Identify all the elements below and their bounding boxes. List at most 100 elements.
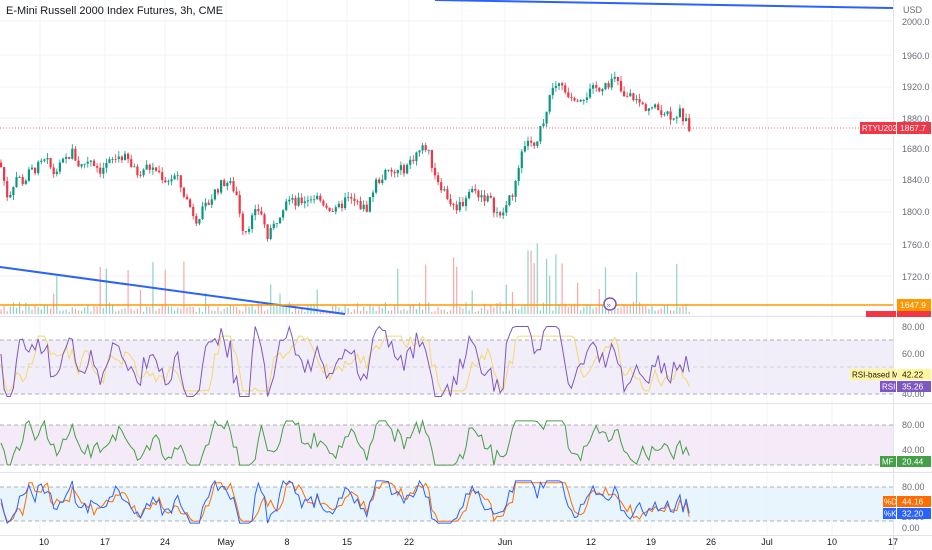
volume-bar xyxy=(363,306,365,314)
volume-bar xyxy=(614,307,616,314)
volume-bar xyxy=(201,311,204,314)
candle-body xyxy=(204,202,207,207)
candle-body xyxy=(561,83,564,86)
rsi-pane[interactable] xyxy=(0,325,893,397)
volume-bar xyxy=(332,305,334,314)
volume-bar xyxy=(496,303,498,314)
volume-bar xyxy=(205,293,207,314)
volume-bar xyxy=(229,304,231,314)
candle-body xyxy=(390,169,393,172)
volume-bar xyxy=(468,310,470,314)
candle-body xyxy=(464,198,468,206)
candle-body xyxy=(331,211,334,212)
candle-body xyxy=(554,85,557,88)
last-price-label: 1867.7 xyxy=(900,123,926,133)
volume-bar xyxy=(341,310,343,314)
candle-body xyxy=(105,162,108,168)
stoch-k-value: 32.20 xyxy=(902,509,924,519)
candle-body xyxy=(402,165,406,174)
candle-body xyxy=(437,175,440,183)
volume-bar xyxy=(490,304,492,314)
price-tick: 1920.0 xyxy=(902,82,930,92)
candle-body xyxy=(455,204,458,211)
volume-bar xyxy=(40,309,42,314)
volume-bar xyxy=(304,311,306,314)
volume-bar xyxy=(195,311,197,314)
volume-bar xyxy=(245,304,247,314)
volume-bar xyxy=(9,306,11,314)
rsi-line xyxy=(0,325,690,397)
candle-body xyxy=(350,196,353,199)
trend-line-lower[interactable] xyxy=(0,266,346,315)
candle-body xyxy=(99,167,102,174)
candle-body xyxy=(300,197,303,204)
candle-body xyxy=(297,197,300,206)
candle-body xyxy=(557,83,561,86)
volume-bar xyxy=(567,307,569,314)
candle-body xyxy=(381,179,384,183)
price-pane[interactable]: » xyxy=(0,0,894,315)
volume-bar xyxy=(316,289,318,314)
trend-line-upper[interactable] xyxy=(434,0,894,9)
stoch-band xyxy=(0,487,893,521)
stochastic-pane[interactable] xyxy=(0,479,893,524)
volume-bar xyxy=(87,305,89,314)
stoch-axis[interactable]: 80.00 20.00 0.00 %D 44.16 %K 32.20 xyxy=(883,482,931,533)
volume-bar xyxy=(136,308,138,314)
candle-body xyxy=(588,88,592,98)
volume-bar xyxy=(394,304,396,314)
stoch-tick: 80.00 xyxy=(902,482,925,492)
volume-bar xyxy=(632,302,634,314)
volume-bar xyxy=(56,275,58,314)
candle-body xyxy=(607,83,610,88)
candle-body xyxy=(663,114,666,116)
volume-bar xyxy=(446,311,448,314)
candle-body xyxy=(46,158,49,160)
volume-bar xyxy=(68,311,70,314)
candle-body xyxy=(266,224,269,239)
candle-body xyxy=(52,167,55,175)
candle-body xyxy=(294,197,297,206)
volume-bar xyxy=(381,307,383,314)
volume-bar xyxy=(459,306,461,314)
volume-bar xyxy=(570,304,572,314)
price-axis[interactable]: USD 2000.0 1960.0 1920.0 1880.0 1840.0 1… xyxy=(860,5,931,317)
volume-bar xyxy=(291,311,293,314)
time-axis[interactable]: 10 17 24 May 8 15 22 Jun 12 19 26 Jul 10… xyxy=(39,537,898,547)
volume-bar xyxy=(453,257,455,314)
volume-bar xyxy=(431,311,433,314)
mf-axis[interactable]: 80.00 40.00 MF 20.44 xyxy=(880,420,931,467)
candle-body xyxy=(452,204,455,206)
candle-body xyxy=(291,197,294,200)
candle-body xyxy=(616,76,619,81)
volume-bar xyxy=(130,308,132,314)
volume-bar xyxy=(375,310,377,314)
volume-bar xyxy=(645,305,647,314)
candle-body xyxy=(418,150,421,153)
candle-body xyxy=(393,171,396,174)
candle-body xyxy=(12,186,15,196)
mf-value-badge xyxy=(897,456,931,467)
volume-bar xyxy=(598,288,600,314)
volume-bar xyxy=(347,308,349,314)
symbol-title: E-Mini Russell 2000 Index Futures, 3h, C… xyxy=(6,5,224,17)
candle-body xyxy=(173,175,176,180)
candle-body xyxy=(650,107,654,109)
candle-body xyxy=(508,195,511,206)
candle-body xyxy=(102,167,105,174)
candle-body xyxy=(396,170,399,174)
stoch-d-value-badge xyxy=(897,496,931,507)
volume-bar xyxy=(53,293,55,314)
money-flow-line xyxy=(0,418,690,466)
candle-body xyxy=(362,204,365,210)
candle-body xyxy=(108,159,111,163)
replay-marker-icon[interactable] xyxy=(603,297,617,311)
volume-bar xyxy=(508,310,510,314)
money-flow-pane[interactable] xyxy=(0,418,893,466)
candle-body xyxy=(269,227,272,239)
candle-body xyxy=(387,169,390,171)
volume-bar xyxy=(577,282,579,314)
candle-body xyxy=(365,204,368,212)
rsi-axis[interactable]: 80.00 60.00 40.00 RSI-based MA 42.22 RSI… xyxy=(850,322,931,399)
